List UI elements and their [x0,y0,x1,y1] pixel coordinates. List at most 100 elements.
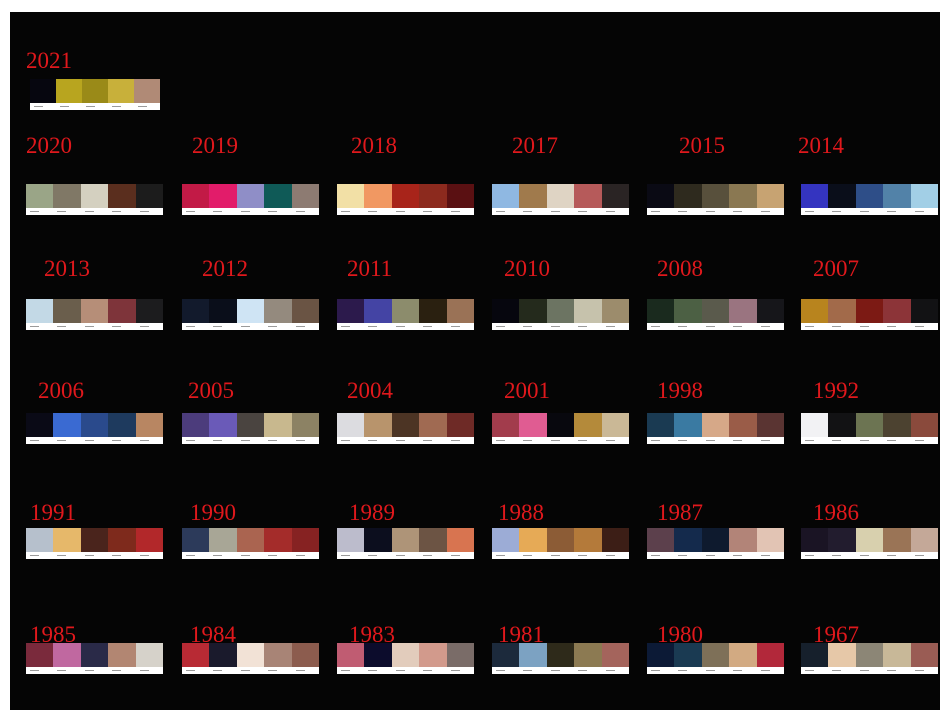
color-swatch [53,643,81,667]
swatch-code-mark [26,667,53,674]
swatch-code-mark [519,552,546,559]
color-swatch [134,79,160,103]
year-label: 1989 [349,500,395,525]
swatch-code-mark [237,208,264,215]
color-palette [492,299,630,330]
swatch-code-mark [602,208,629,215]
color-swatch [574,299,602,323]
swatch-code-mark [108,323,135,330]
swatch-code-mark [264,208,291,215]
swatch-code-mark [674,437,701,444]
color-swatch [492,528,520,552]
swatch-code-mark [237,323,264,330]
color-swatch [729,299,757,323]
swatch-code-mark [136,667,163,674]
color-swatch [910,184,939,208]
color-swatch [729,643,757,667]
color-swatch [674,413,702,437]
color-palette [801,299,939,330]
swatch-code-mark [757,208,784,215]
year-label: 2004 [347,378,393,403]
color-swatch [601,643,630,667]
color-swatch [519,528,547,552]
swatch-code-mark [602,667,629,674]
swatch-code-mark [492,323,519,330]
color-swatch [209,643,237,667]
color-palette [492,528,630,559]
year-label: 2018 [351,133,397,158]
color-swatch [53,413,81,437]
color-swatch [264,413,292,437]
color-swatch [546,184,575,208]
color-palette [26,299,164,330]
swatch-code-mark [702,437,729,444]
color-swatch [546,643,575,667]
color-swatch [883,413,911,437]
swatch-code-mark [182,667,209,674]
color-swatch [182,413,210,437]
color-swatch [135,184,164,208]
color-swatch [446,184,475,208]
swatch-code-mark [419,437,446,444]
color-swatch [264,299,292,323]
swatch-code-mark [209,552,236,559]
color-swatch [108,643,136,667]
year-label: 2014 [798,133,844,158]
color-palette [337,528,475,559]
swatch-code-mark [674,208,701,215]
swatch-code-mark [447,208,474,215]
swatch-code-mark [392,437,419,444]
swatch-code-mark [801,208,828,215]
color-swatch [574,528,602,552]
swatch-code-mark [911,667,938,674]
color-swatch [701,184,730,208]
swatch-code-mark [574,437,601,444]
color-swatch [419,299,447,323]
swatch-code-mark [519,323,546,330]
color-swatch [337,184,365,208]
color-swatch [546,413,575,437]
color-swatch [910,643,939,667]
swatch-code-mark [447,552,474,559]
color-swatch [492,184,520,208]
color-swatch [80,643,109,667]
swatch-code-mark [911,437,938,444]
color-swatch [108,413,136,437]
swatch-code-mark [419,667,446,674]
swatch-code-mark [81,667,108,674]
color-palette [182,299,320,330]
swatch-code-mark [392,552,419,559]
swatch-code-mark [209,667,236,674]
year-label: 1986 [813,500,859,525]
color-swatch [492,299,520,323]
color-swatch [182,299,210,323]
swatch-code-mark [364,667,391,674]
swatch-code-mark [392,208,419,215]
year-label: 2017 [512,133,558,158]
swatch-code-mark [547,552,574,559]
swatch-code-mark [56,103,82,110]
color-swatch [364,184,392,208]
swatch-code-mark [729,667,756,674]
color-swatch [910,413,939,437]
color-palette [647,413,785,444]
color-swatch [855,413,884,437]
swatch-code-mark [574,208,601,215]
color-swatch [519,299,547,323]
color-swatch [182,643,210,667]
color-swatch [828,643,856,667]
color-swatch [82,79,108,103]
color-swatch [674,184,702,208]
color-palette [182,184,320,215]
color-swatch [364,413,392,437]
swatch-code-mark [574,667,601,674]
color-swatch [337,413,365,437]
color-swatch [756,184,785,208]
color-swatch [546,299,575,323]
color-palette [647,184,785,215]
swatch-code-mark [519,437,546,444]
swatch-code-mark [237,552,264,559]
swatch-code-mark [729,323,756,330]
color-swatch [291,413,320,437]
color-swatch [264,184,292,208]
